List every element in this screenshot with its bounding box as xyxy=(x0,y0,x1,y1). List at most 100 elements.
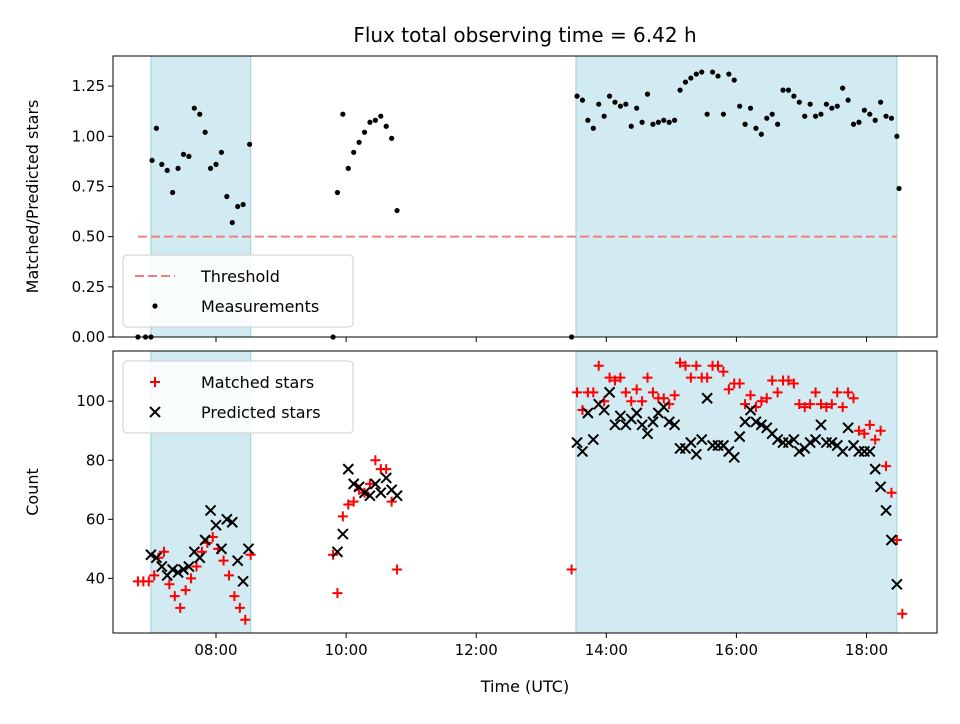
y-tick-label: 0.25 xyxy=(72,278,105,296)
data-point xyxy=(229,219,235,226)
data-point xyxy=(702,372,713,383)
data-point xyxy=(880,504,892,517)
data-point xyxy=(712,360,723,371)
data-point xyxy=(794,399,805,410)
data-point xyxy=(369,478,382,490)
data-point xyxy=(837,402,848,413)
data-point xyxy=(888,115,895,121)
data-point xyxy=(620,387,631,398)
y-tick-label: 60 xyxy=(86,510,105,528)
data-point xyxy=(590,125,596,131)
data-point xyxy=(840,85,846,91)
data-point xyxy=(347,478,360,490)
data-point xyxy=(180,151,187,157)
data-point xyxy=(576,445,589,458)
legend: Matched stars Predicted stars xyxy=(122,360,354,434)
data-point xyxy=(156,560,168,573)
data-point xyxy=(226,516,238,528)
data-point xyxy=(891,578,903,590)
data-point xyxy=(337,511,348,522)
data-point xyxy=(606,93,613,99)
data-point xyxy=(637,396,648,407)
data-point xyxy=(818,111,824,117)
data-point xyxy=(658,393,669,404)
data-point xyxy=(207,165,214,171)
data-point xyxy=(153,125,159,131)
data-point xyxy=(747,105,754,111)
data-point xyxy=(218,149,225,155)
data-point xyxy=(159,161,165,167)
data-point xyxy=(718,366,729,377)
data-point xyxy=(149,157,155,163)
data-point xyxy=(869,463,881,475)
data-point xyxy=(896,185,902,192)
data-point xyxy=(172,566,184,579)
x-tick-label: 18:00 xyxy=(845,641,888,659)
data-point xyxy=(213,161,219,167)
chart-title: Flux total observing time = 6.42 h xyxy=(353,23,696,47)
data-point xyxy=(332,588,343,599)
data-point xyxy=(166,563,179,576)
data-point xyxy=(585,117,591,123)
data-point xyxy=(870,434,881,445)
data-point xyxy=(726,71,732,77)
data-point xyxy=(761,393,772,404)
data-point xyxy=(668,419,681,431)
data-point xyxy=(215,543,228,555)
y-tick-label: 80 xyxy=(86,451,105,469)
data-point xyxy=(361,129,368,135)
data-point xyxy=(791,93,797,99)
data-point xyxy=(175,602,186,613)
data-point xyxy=(834,103,840,109)
data-point xyxy=(334,189,341,196)
data-point xyxy=(231,554,244,567)
data-point xyxy=(753,125,759,131)
data-point xyxy=(861,107,867,113)
data-point xyxy=(617,103,624,109)
data-point xyxy=(856,119,862,125)
data-point xyxy=(675,357,686,368)
x-axis-label: Time (UTC) xyxy=(480,677,569,696)
data-point xyxy=(229,591,240,602)
legend-label: Matched stars xyxy=(201,373,314,392)
data-point xyxy=(875,425,886,436)
data-point xyxy=(641,427,654,440)
data-point xyxy=(626,396,637,407)
data-point xyxy=(587,433,600,446)
data-point xyxy=(688,75,694,81)
data-point xyxy=(780,87,786,93)
data-point xyxy=(634,105,640,111)
data-point xyxy=(842,422,854,434)
data-point xyxy=(802,113,808,119)
data-point xyxy=(785,87,792,93)
data-point xyxy=(788,378,799,389)
data-point xyxy=(210,519,222,531)
data-point xyxy=(734,378,745,389)
data-point xyxy=(237,575,249,588)
data-point xyxy=(742,121,748,127)
data-point xyxy=(351,149,357,155)
data-point xyxy=(383,123,389,129)
data-point xyxy=(809,433,822,446)
data-point xyxy=(764,115,770,121)
data-point xyxy=(143,576,154,587)
data-point xyxy=(897,608,908,619)
data-point xyxy=(767,375,778,386)
y-tick-label: 100 xyxy=(76,392,105,410)
data-point xyxy=(810,387,821,398)
data-point xyxy=(224,570,235,581)
data-point xyxy=(723,384,734,395)
data-point xyxy=(177,563,190,576)
data-point xyxy=(628,123,634,129)
data-point xyxy=(615,372,626,383)
legend-marker xyxy=(152,303,158,309)
ratio-panel: 0.00 0.25 0.50 0.75 1.00 1.25 Threshold Measure… xyxy=(72,55,938,346)
data-point xyxy=(381,464,392,475)
data-point xyxy=(199,534,211,546)
data-point xyxy=(240,614,251,625)
series-predicted-stars xyxy=(145,386,903,590)
data-point xyxy=(805,399,816,410)
data-point xyxy=(337,528,349,540)
data-point xyxy=(826,436,838,449)
data-point xyxy=(799,402,810,413)
